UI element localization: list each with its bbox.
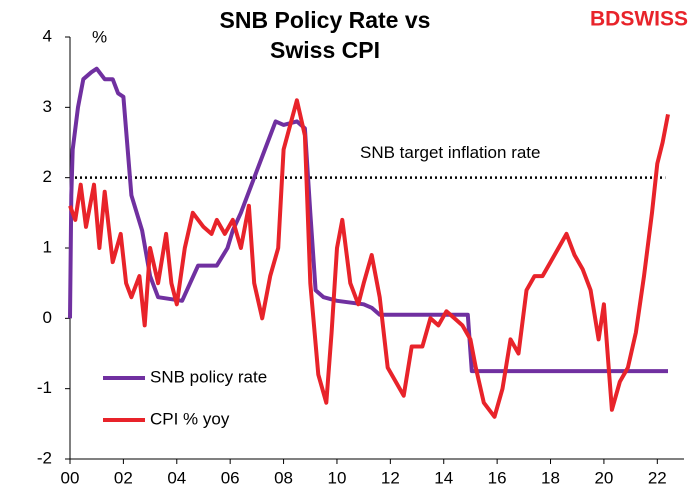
x-tick-label: 08 — [274, 468, 293, 487]
x-tick-label: 06 — [221, 468, 240, 487]
chart-title: SNB Policy Rate vs — [220, 7, 431, 33]
y-tick-label: 4 — [43, 26, 52, 45]
x-tick-label: 18 — [541, 468, 560, 487]
x-tick-label: 00 — [61, 468, 80, 487]
x-tick-label: 14 — [434, 468, 453, 487]
target-label: SNB target inflation rate — [360, 143, 540, 162]
x-tick-label: 12 — [381, 468, 400, 487]
y-unit-label: % — [92, 27, 107, 46]
x-tick-label: 16 — [488, 468, 507, 487]
x-tick-label: 22 — [648, 468, 667, 487]
x-tick-label: 10 — [327, 468, 346, 487]
y-tick-label: -2 — [37, 448, 52, 467]
legend-label: SNB policy rate — [150, 367, 267, 386]
y-tick-label: 1 — [43, 237, 52, 256]
x-tick-label: 02 — [114, 468, 133, 487]
y-tick-label: -1 — [37, 378, 52, 397]
y-tick-label: 0 — [43, 308, 52, 327]
y-tick-label: 3 — [43, 97, 52, 116]
y-tick-label: 2 — [43, 167, 52, 186]
data-line — [68, 66, 668, 374]
x-tick-label: 04 — [167, 468, 186, 487]
x-tick-label: 20 — [594, 468, 613, 487]
chart-title: Swiss CPI — [270, 37, 380, 63]
legend-label: CPI % yoy — [150, 409, 230, 428]
data-line — [68, 98, 670, 419]
brand-logo: BDSWISS — [590, 8, 688, 31]
